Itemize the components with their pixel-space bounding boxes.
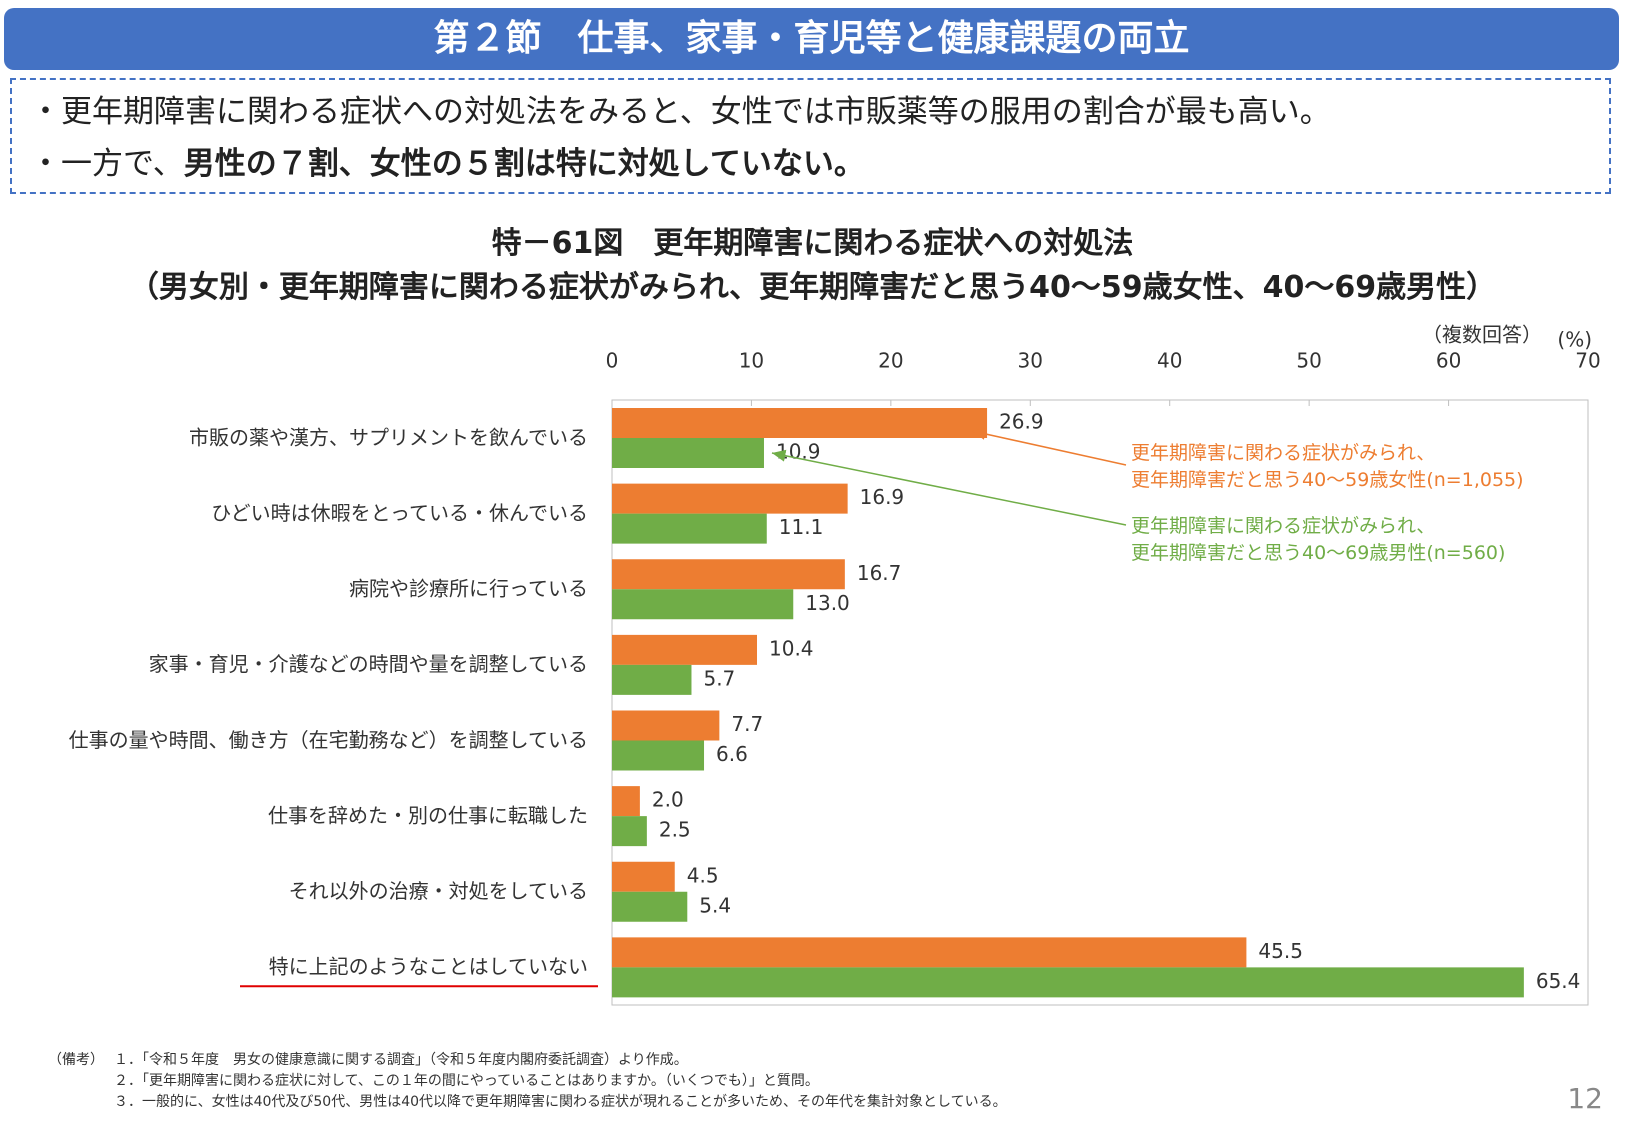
bar xyxy=(612,816,647,847)
legend-arrow xyxy=(771,449,1127,526)
x-tick-label: 70 xyxy=(1575,349,1600,373)
bullet: ・更年期障害に関わる症状への対処法をみると、女性では市販薬等の服用の割合が最も高… xyxy=(30,94,1331,130)
header-title: 第２節 仕事、家事・育児等と健康課題の両立 xyxy=(4,8,1619,70)
x-tick-label: 30 xyxy=(1018,349,1043,373)
bar xyxy=(612,740,705,771)
bar xyxy=(612,438,764,468)
category-label: それ以外の治療・対処をしている xyxy=(289,879,588,903)
x-tick-label: 0 xyxy=(606,349,619,373)
axis-unit: (%) xyxy=(1557,328,1592,352)
note: ３．一般的に、女性は40代及び50代、男性は40代以降で更年期障害に関わる症状が… xyxy=(114,1094,1007,1110)
bar xyxy=(612,937,1247,968)
bar xyxy=(612,559,845,590)
bullet-bold: 男性の７割、女性の５割は特に対処していない。 xyxy=(183,146,865,182)
value-label: 10.9 xyxy=(776,440,821,464)
bar xyxy=(612,664,692,695)
x-tick-label: 10 xyxy=(739,349,764,373)
notes-label: （備考） xyxy=(48,1052,104,1068)
category-label: 市販の薬や漢方、サプリメントを飲んでいる xyxy=(189,425,588,449)
x-tick-label: 50 xyxy=(1296,349,1321,373)
bar xyxy=(612,513,767,544)
category-label: 仕事を辞めた・別の仕事に転職した xyxy=(268,803,588,827)
note: ２．「更年期障害に関わる症状に対して、この１年の間にやっていることはありますか。… xyxy=(114,1073,819,1089)
bar xyxy=(612,861,675,892)
category-label: ひどい時は休暇をとっている・休んでいる xyxy=(211,501,588,525)
bar xyxy=(612,967,1524,998)
value-label: 16.7 xyxy=(857,561,902,585)
page-number: 12 xyxy=(1567,1082,1603,1115)
value-label: 4.5 xyxy=(687,863,719,887)
note: １．「令和５年度 男女の健康意識に関する調査」（令和５年度内閣府委託調査）より作… xyxy=(114,1052,688,1068)
bar xyxy=(612,634,758,665)
plot-area xyxy=(611,399,1589,1006)
legend-entry: 更年期障害に関わる症状がみられ、 更年期障害だと思う40～59歳女性(n=1,0… xyxy=(1131,442,1524,491)
value-label: 65.4 xyxy=(1536,969,1581,993)
bar xyxy=(612,408,988,438)
value-label: 6.6 xyxy=(716,742,748,766)
x-tick-label: 20 xyxy=(878,349,903,373)
bar xyxy=(612,786,640,817)
summary-box: ・更年期障害に関わる症状への対処法をみると、女性では市販薬等の服用の割合が最も高… xyxy=(10,78,1611,194)
bar xyxy=(612,589,794,620)
value-label: 26.9 xyxy=(999,410,1044,434)
bullet-text: ・一方で、 xyxy=(30,146,184,182)
notes: （備考） １．「令和５年度 男女の健康意識に関する調査」（令和５年度内閣府委託調査… xyxy=(48,1050,1007,1113)
bullet: ・一方で、男性の７割、女性の５割は特に対処していない。 xyxy=(30,138,1591,190)
value-label: 16.9 xyxy=(860,485,905,509)
legend-arrow xyxy=(971,428,1127,466)
chart-subtitle: （男女別・更年期障害に関わる症状がみられ、更年期障害だと思う40～59歳女性、4… xyxy=(128,270,1497,305)
value-label: 7.7 xyxy=(731,712,763,736)
x-tick-label: 40 xyxy=(1157,349,1182,373)
value-label: 5.4 xyxy=(699,893,731,917)
category-label: 病院や診療所に行っている xyxy=(349,577,588,601)
legend-entry: 更年期障害に関わる症状がみられ、 更年期障害だと思う40～69歳男性(n=560… xyxy=(1131,515,1506,564)
bar xyxy=(612,483,848,514)
category-label: 家事・育児・介護などの時間や量を調整している xyxy=(149,652,588,676)
category-label: 仕事の量や時間、働き方（在宅勤務など）を調整している xyxy=(69,728,588,752)
axis-note: （複数回答） xyxy=(1422,323,1542,347)
bar xyxy=(612,710,720,741)
bar xyxy=(612,891,688,922)
chart-title: 特－61図 更年期障害に関わる症状への対処法 xyxy=(491,226,1134,261)
value-label: 45.5 xyxy=(1258,939,1303,963)
category-label: 特に上記のようなことはしていない xyxy=(269,955,588,979)
value-label: 10.4 xyxy=(769,636,814,660)
value-label: 11.1 xyxy=(779,515,824,539)
x-tick-label: 60 xyxy=(1436,349,1461,373)
value-label: 2.0 xyxy=(652,788,684,812)
value-label: 5.7 xyxy=(703,666,735,690)
value-label: 2.5 xyxy=(659,818,691,842)
value-label: 13.0 xyxy=(805,591,850,615)
